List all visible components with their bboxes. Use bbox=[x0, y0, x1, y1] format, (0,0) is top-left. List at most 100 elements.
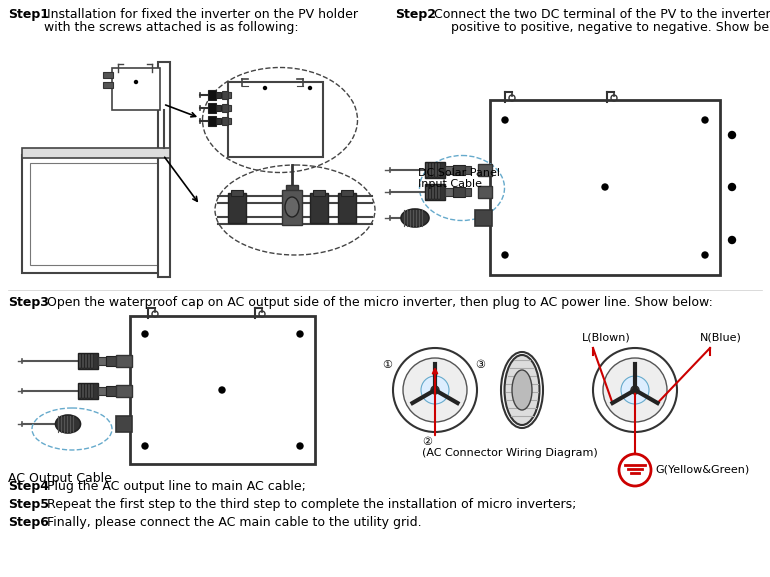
Bar bbox=[79, 354, 81, 368]
Text: Connect the two DC terminal of the PV to the inverter,: Connect the two DC terminal of the PV to… bbox=[430, 8, 770, 21]
Circle shape bbox=[431, 386, 439, 394]
Circle shape bbox=[702, 252, 708, 258]
Bar bbox=[82, 354, 84, 368]
Bar bbox=[116, 416, 132, 432]
Circle shape bbox=[631, 386, 639, 394]
Bar bbox=[98, 387, 106, 395]
Ellipse shape bbox=[285, 197, 299, 217]
Bar bbox=[228, 92, 231, 98]
Circle shape bbox=[728, 132, 735, 138]
Bar bbox=[112, 68, 160, 110]
Bar bbox=[216, 118, 221, 124]
Text: Step2: Step2 bbox=[395, 8, 436, 21]
Bar bbox=[286, 185, 298, 197]
Text: Step1: Step1 bbox=[8, 8, 49, 21]
Bar bbox=[222, 104, 228, 112]
Circle shape bbox=[702, 117, 708, 123]
Bar bbox=[445, 188, 453, 196]
Bar bbox=[106, 356, 116, 366]
Ellipse shape bbox=[512, 370, 532, 410]
Circle shape bbox=[263, 87, 266, 89]
Bar bbox=[98, 357, 106, 365]
Bar bbox=[435, 163, 437, 177]
Text: positive to positive, negative to negative. Show below:: positive to positive, negative to negati… bbox=[395, 21, 770, 34]
Bar bbox=[445, 166, 453, 174]
Circle shape bbox=[309, 87, 312, 89]
Bar bbox=[116, 385, 132, 397]
Bar bbox=[475, 210, 492, 226]
Ellipse shape bbox=[504, 355, 540, 425]
Bar bbox=[429, 185, 431, 199]
Circle shape bbox=[297, 331, 303, 337]
Text: DC Solar Panel: DC Solar Panel bbox=[418, 168, 500, 178]
Text: Step4: Step4 bbox=[8, 480, 49, 493]
Bar bbox=[216, 105, 221, 111]
Text: Repeat the first step to the third step to complete the installation of micro in: Repeat the first step to the third step … bbox=[43, 498, 577, 511]
Circle shape bbox=[593, 348, 677, 432]
Bar bbox=[453, 165, 465, 175]
Circle shape bbox=[619, 454, 651, 486]
Bar bbox=[85, 354, 87, 368]
Bar bbox=[91, 384, 93, 398]
Bar bbox=[88, 354, 90, 368]
Bar bbox=[478, 186, 492, 198]
Bar bbox=[208, 116, 216, 126]
Text: with the screws attached is as following:: with the screws attached is as following… bbox=[8, 21, 299, 34]
Bar bbox=[91, 354, 93, 368]
Bar bbox=[338, 193, 356, 223]
Bar bbox=[490, 100, 720, 275]
Text: L(Blown): L(Blown) bbox=[582, 332, 631, 342]
Text: Finally, please connect the AC main cable to the utility grid.: Finally, please connect the AC main cabl… bbox=[43, 516, 422, 529]
Text: Step5: Step5 bbox=[8, 498, 49, 511]
Text: ③: ③ bbox=[475, 360, 485, 370]
Bar bbox=[222, 117, 228, 125]
Bar bbox=[432, 163, 434, 177]
Bar bbox=[78, 383, 98, 399]
Ellipse shape bbox=[421, 376, 449, 404]
Bar bbox=[426, 163, 428, 177]
Bar bbox=[453, 187, 465, 197]
Bar bbox=[465, 166, 471, 174]
Bar bbox=[208, 90, 216, 100]
Ellipse shape bbox=[621, 376, 649, 404]
Bar bbox=[22, 148, 170, 158]
Text: Input Cable: Input Cable bbox=[418, 179, 482, 189]
Text: ②: ② bbox=[422, 437, 432, 447]
Bar bbox=[465, 188, 471, 196]
Bar bbox=[435, 185, 437, 199]
Text: (AC Connector Wiring Diagram): (AC Connector Wiring Diagram) bbox=[422, 448, 598, 458]
Circle shape bbox=[502, 117, 508, 123]
Bar bbox=[106, 386, 116, 396]
Ellipse shape bbox=[55, 415, 81, 433]
Bar bbox=[282, 190, 302, 225]
Text: ①: ① bbox=[382, 360, 392, 370]
Circle shape bbox=[393, 348, 477, 432]
Bar bbox=[341, 190, 353, 196]
Circle shape bbox=[142, 331, 148, 337]
Bar bbox=[432, 185, 434, 199]
Bar bbox=[425, 162, 445, 178]
Bar bbox=[85, 384, 87, 398]
Bar bbox=[158, 62, 170, 277]
Circle shape bbox=[142, 443, 148, 449]
Ellipse shape bbox=[401, 209, 429, 227]
Bar bbox=[228, 82, 323, 157]
Bar bbox=[103, 82, 113, 88]
Bar bbox=[426, 185, 428, 199]
Text: Installation for fixed the inverter on the PV holder: Installation for fixed the inverter on t… bbox=[43, 8, 358, 21]
Text: Open the waterproof cap on AC output side of the micro inverter, then plug to AC: Open the waterproof cap on AC output sid… bbox=[43, 296, 713, 309]
Circle shape bbox=[728, 183, 735, 190]
Bar bbox=[78, 353, 98, 369]
Bar bbox=[208, 103, 216, 113]
Bar bbox=[231, 190, 243, 196]
Bar bbox=[222, 91, 228, 99]
Circle shape bbox=[297, 443, 303, 449]
Bar bbox=[228, 105, 231, 111]
Text: G(Yellow&Green): G(Yellow&Green) bbox=[655, 465, 749, 475]
Circle shape bbox=[602, 184, 608, 190]
Bar bbox=[429, 163, 431, 177]
Text: Step3: Step3 bbox=[8, 296, 49, 309]
Bar bbox=[116, 355, 132, 367]
Bar bbox=[130, 316, 315, 464]
Bar bbox=[438, 163, 440, 177]
